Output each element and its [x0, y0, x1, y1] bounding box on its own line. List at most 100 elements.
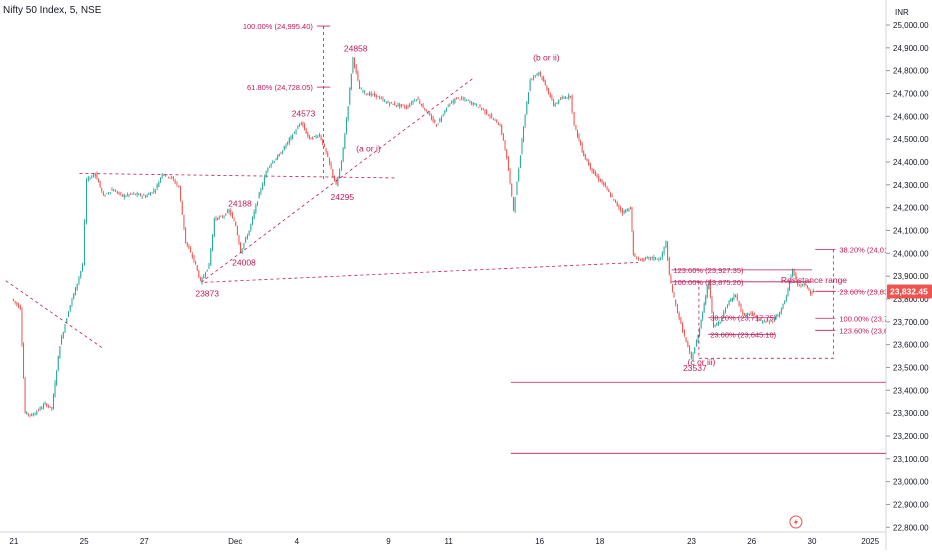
y-tick-label: 22,900.00	[893, 500, 929, 509]
wave-label: (c or iii)	[688, 357, 716, 367]
candle-body	[87, 177, 89, 181]
candle-body	[365, 93, 367, 95]
candle-body	[203, 275, 205, 279]
flash-icon-bolt	[793, 518, 798, 526]
candle-body	[64, 324, 66, 333]
candle-body	[671, 285, 673, 292]
candle-body	[504, 140, 506, 151]
candle-body	[367, 94, 369, 96]
candle-body	[678, 313, 680, 319]
candle-body	[250, 223, 252, 231]
candle-body	[382, 98, 384, 100]
candle-body	[511, 184, 513, 196]
candle-body	[596, 175, 598, 177]
candle-body	[59, 346, 61, 359]
candle-body	[263, 176, 265, 185]
candle-body	[492, 119, 494, 121]
candle-body	[479, 104, 481, 108]
candle-body	[650, 257, 652, 259]
candle-body	[797, 280, 799, 286]
flash-icon	[789, 515, 803, 529]
candle-body	[717, 321, 719, 325]
candle-body	[275, 159, 277, 161]
candle-body	[643, 258, 645, 261]
candle-body	[466, 99, 468, 101]
candle-body	[765, 320, 767, 323]
candle-body	[180, 186, 182, 201]
fib-level-label: 23.60% (23,645.10)	[710, 330, 776, 339]
candle-body	[272, 161, 274, 164]
candle-body	[524, 114, 526, 127]
candle-body	[44, 402, 46, 405]
candle-body	[571, 95, 573, 113]
y-tick-label: 24,700.00	[893, 89, 929, 98]
candle-body	[146, 195, 148, 198]
candle-body	[663, 246, 665, 254]
candle-body	[464, 98, 466, 100]
candle-body	[41, 407, 43, 410]
candle-body	[101, 188, 103, 192]
candle-body	[252, 217, 254, 224]
candle-body	[419, 101, 421, 104]
x-tick-label: 4	[295, 537, 300, 546]
candle-body	[364, 90, 366, 93]
candle-body	[400, 104, 402, 107]
candle-body	[160, 177, 162, 181]
x-tick-label: 27	[140, 537, 149, 546]
candle-body	[805, 284, 807, 286]
candle-body	[255, 204, 257, 213]
candle-body	[613, 199, 615, 200]
candle-body	[601, 180, 603, 183]
candle-body	[273, 161, 275, 163]
candle-body	[395, 105, 397, 106]
candle-body	[687, 342, 689, 347]
candle-body	[523, 126, 525, 142]
candle-body	[467, 99, 469, 101]
candle-body	[260, 189, 262, 194]
candle-body	[736, 295, 738, 300]
candle-body	[487, 114, 489, 116]
candle-body	[225, 213, 227, 216]
candle-body	[568, 94, 570, 98]
candle-body	[248, 230, 250, 236]
resistance-range-label: Resistance range	[781, 275, 847, 285]
candle-body	[798, 284, 800, 286]
candle-body	[697, 334, 699, 343]
candle-body	[658, 258, 660, 260]
wave-label: (b or ii)	[533, 52, 560, 62]
candle-body	[655, 257, 657, 260]
candle-body	[788, 282, 790, 291]
candle-body	[700, 319, 702, 328]
candle-body	[57, 356, 59, 370]
candle-body	[777, 315, 779, 317]
candle-body	[188, 245, 190, 249]
candle-body	[581, 143, 583, 152]
candle-body	[538, 72, 540, 75]
candle-body	[23, 344, 25, 379]
candle-body	[604, 183, 606, 187]
candle-body	[340, 160, 342, 170]
candle-body	[141, 196, 143, 197]
fib-level-label: 100.00% (24,995.40)	[243, 22, 314, 31]
y-tick-label: 24,900.00	[893, 44, 929, 53]
candle-body	[494, 120, 496, 121]
candle-body	[357, 72, 359, 80]
candle-body	[790, 276, 792, 283]
candle-body	[708, 281, 710, 290]
candle-body	[409, 104, 411, 107]
candle-body	[139, 193, 141, 196]
candle-body	[293, 131, 295, 134]
candle-body	[699, 328, 701, 336]
candle-body	[149, 192, 151, 196]
candle-body	[372, 93, 374, 95]
candle-body	[233, 219, 235, 222]
candle-body	[514, 197, 516, 212]
candle-body	[205, 273, 207, 277]
x-tick-label: 16	[535, 537, 544, 546]
candle-body	[213, 218, 215, 236]
candle-body	[359, 81, 361, 89]
candle-body	[512, 197, 514, 211]
candle-body	[578, 134, 580, 140]
